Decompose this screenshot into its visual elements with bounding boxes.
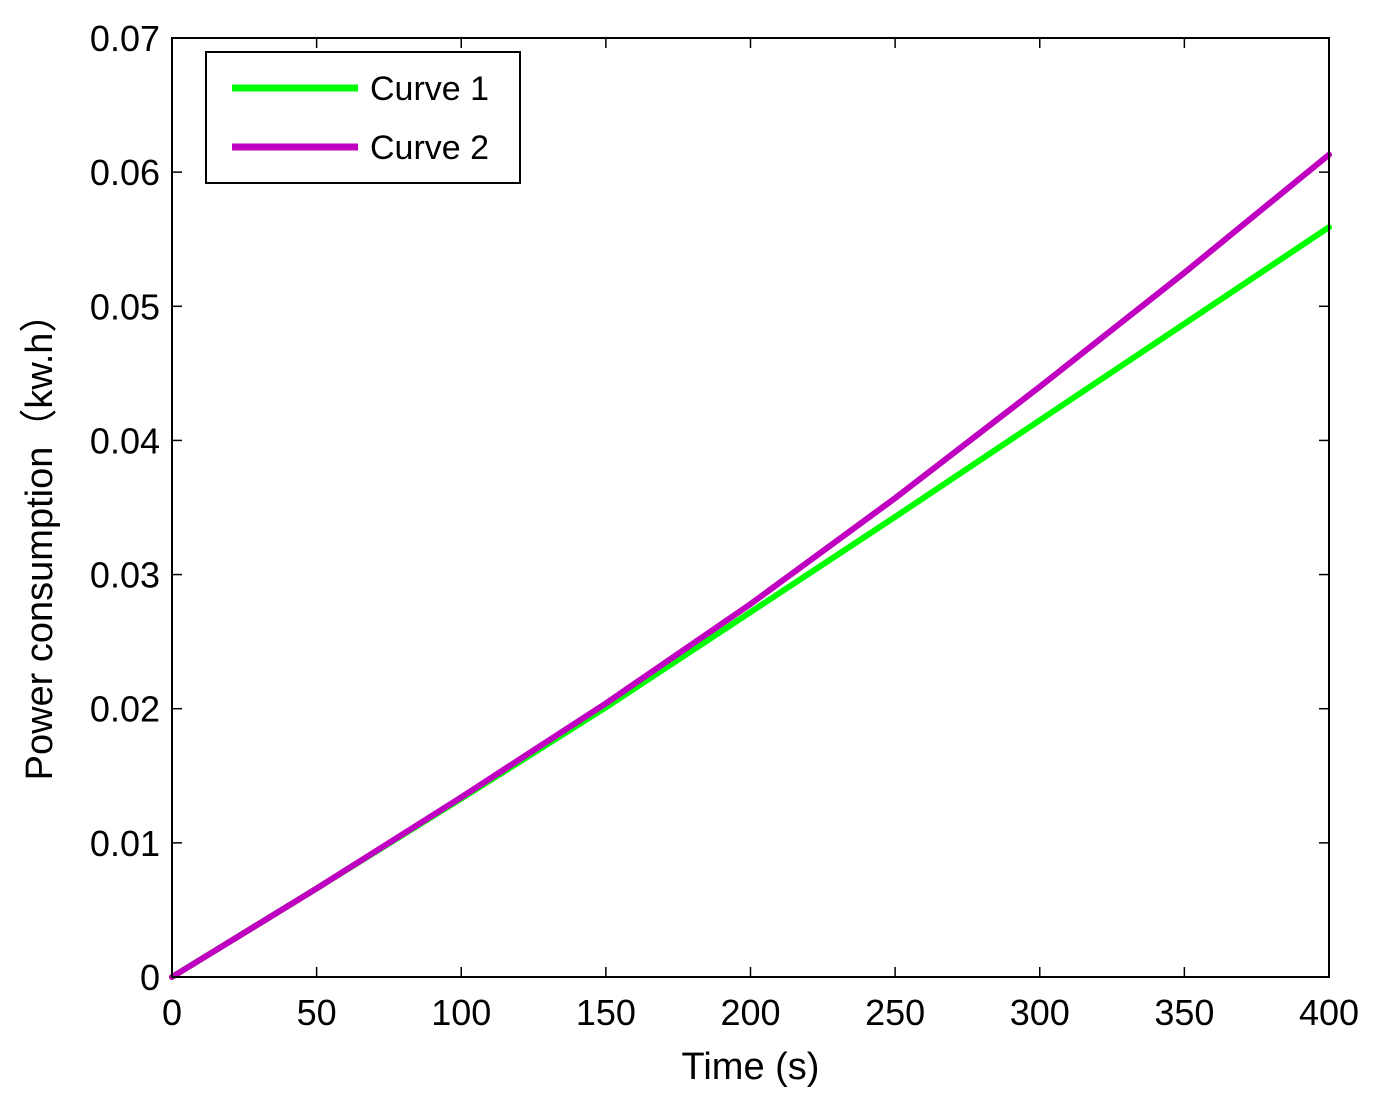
legend: Curve 1 Curve 2 [205,51,521,184]
y-tick-label: 0.03 [90,555,160,596]
y-tick-label: 0.04 [90,420,160,461]
x-tick-label: 400 [1299,992,1359,1033]
x-axis-label: Time (s) [682,1046,820,1088]
x-tick-label: 200 [720,992,780,1033]
y-tick-label: 0.01 [90,823,160,864]
legend-label-1: Curve 1 [370,70,489,108]
y-tick-label: 0 [140,957,160,998]
legend-label-2: Curve 2 [370,129,489,167]
x-tick-label: 350 [1154,992,1214,1033]
y-tick-label: 0.07 [90,18,160,59]
x-tick-label: 300 [1010,992,1070,1033]
legend-box [205,51,521,184]
y-tick-label: 0.06 [90,152,160,193]
x-tick-label: 150 [576,992,636,1033]
ticks-layer: 0 50 100 150 200 250 300 350 400 0 0.01 0.02 0.03 0.0… [90,18,1359,1033]
x-tick-label: 100 [431,992,491,1033]
series-line-2 [169,151,1332,980]
x-tick-label: 250 [865,992,925,1033]
y-axis-label: Power consumption（kw.h） [19,295,61,781]
y-tick-label: 0.05 [90,286,160,327]
x-tick-label: 0 [162,992,182,1033]
y-tick-label: 0.02 [90,689,160,730]
x-tick-label: 50 [297,992,337,1033]
series-layer [169,151,1332,980]
